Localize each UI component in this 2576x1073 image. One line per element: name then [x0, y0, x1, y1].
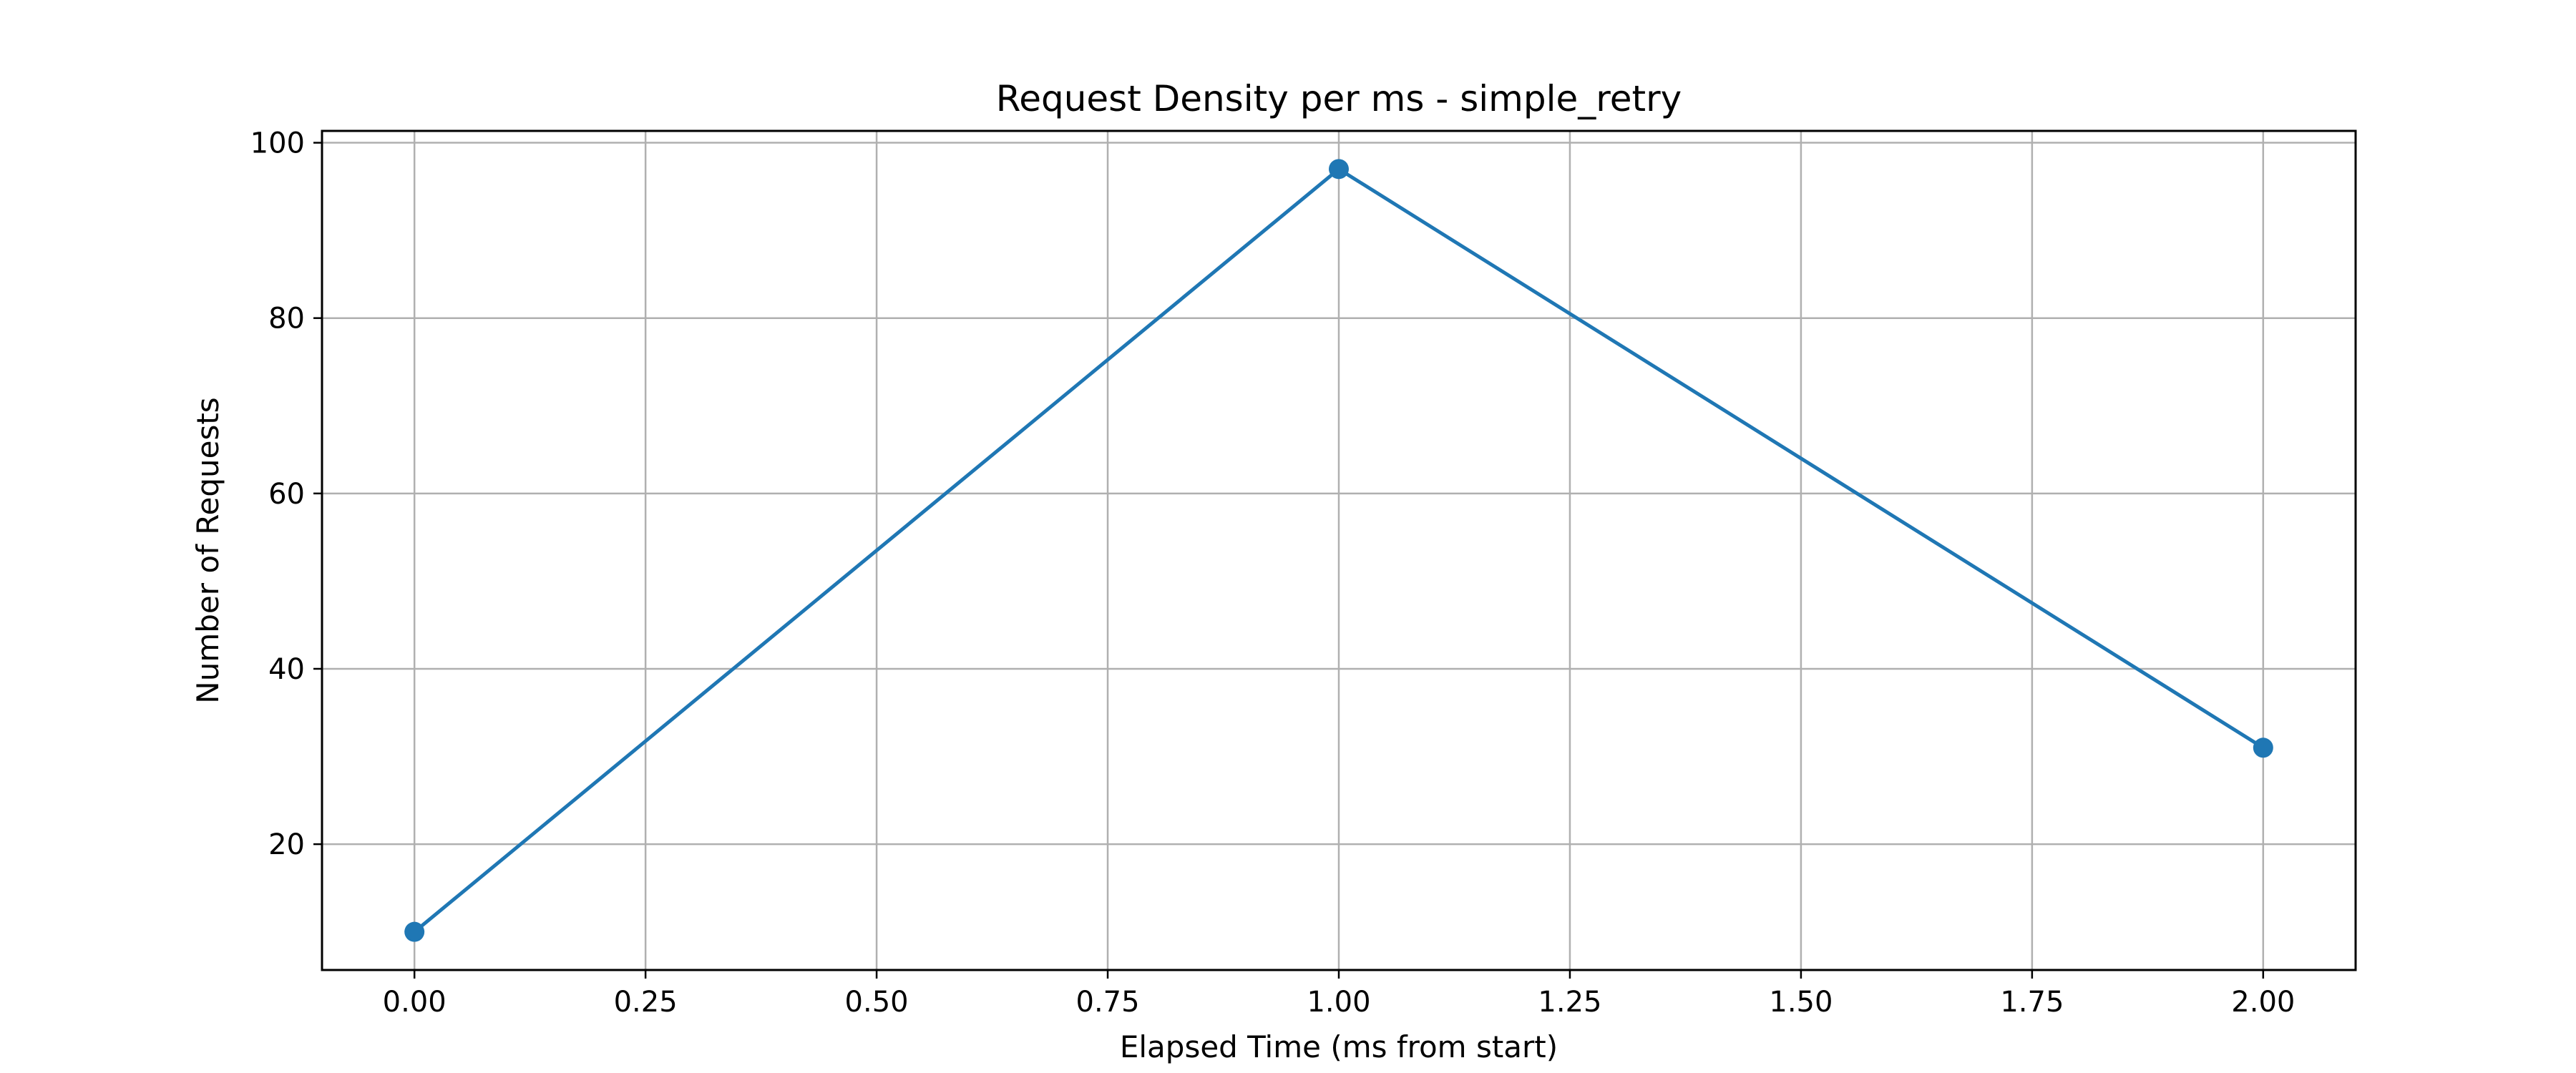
x-tick-label: 2.00 [2231, 986, 2295, 1019]
y-tick-label: 100 [250, 127, 305, 160]
x-tick-label: 0.50 [845, 986, 909, 1019]
x-tick-label: 1.00 [1307, 986, 1370, 1019]
axis-ticks: 0.00 0.25 0.50 0.75 1.00 1.25 1.50 1.75 2.00 20 40… [250, 127, 2296, 1019]
y-tick-label: 80 [268, 303, 305, 335]
y-tick-label: 20 [268, 828, 305, 861]
x-tick-label: 0.00 [383, 986, 447, 1019]
series-layer [404, 159, 2273, 942]
chart-title: Request Density per ms - simple_retry [996, 78, 1682, 119]
data-point [404, 921, 425, 942]
y-tick-label: 60 [268, 478, 305, 511]
x-tick-label: 1.25 [1538, 986, 1601, 1019]
x-axis-label: Elapsed Time (ms from start) [1120, 1029, 1558, 1064]
data-point [2253, 738, 2273, 758]
x-tick-label: 0.75 [1076, 986, 1140, 1019]
y-axis-label: Number of Requests [190, 397, 225, 703]
grid [322, 131, 2356, 970]
x-tick-label: 0.25 [614, 986, 678, 1019]
data-point [1329, 159, 1349, 180]
x-tick-label: 1.50 [1769, 986, 1833, 1019]
y-tick-label: 40 [268, 653, 305, 686]
x-tick-label: 1.75 [2000, 986, 2064, 1019]
